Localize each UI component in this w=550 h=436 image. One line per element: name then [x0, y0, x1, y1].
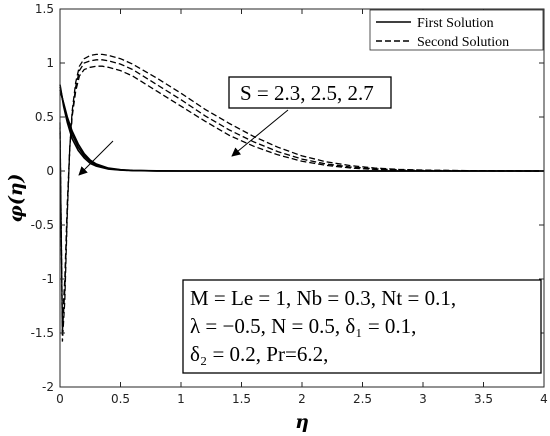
x-tick-label: 1.5	[232, 392, 251, 406]
annotation-arrow-dashed	[231, 109, 289, 157]
series-layer	[59, 53, 545, 342]
x-tick-label: 1	[177, 392, 185, 406]
y-tick-label: 0	[46, 164, 54, 178]
plot-frame	[59, 8, 545, 388]
y-tick-label: -1	[42, 272, 54, 286]
annotation-params-line-2: λ = −0.5, N = 0.5, δ₁ = 0.1,	[190, 314, 416, 338]
annotation-params-line-3: δ₂ = 0.2, Pr=6.2,	[190, 342, 328, 366]
y-tick-label: 1.5	[35, 2, 54, 16]
x-tick-label: 0.5	[111, 392, 130, 406]
legend-label-second: Second Solution	[417, 35, 509, 50]
y-tick-label: 1	[46, 56, 54, 70]
x-tick-label: 2	[298, 392, 306, 406]
annotation-params-line-1: M = Le = 1, Nb = 0.3, Nt = 0.1,	[190, 286, 456, 310]
y-axis-label: φ(η)	[5, 174, 27, 223]
x-tick-label: 3	[419, 392, 427, 406]
legend-label-first: First Solution	[417, 16, 494, 31]
legend: First Solution Second Solution	[369, 9, 544, 51]
x-tick-label: 3.5	[474, 392, 493, 406]
annotation-params-box	[182, 279, 542, 374]
legend-box	[369, 9, 544, 51]
annotation-s-text: S = 2.3, 2.5, 2.7	[240, 81, 374, 105]
tick-layer: 0 0.5 1 1.5 2 2.5 3 3.5 4 -2 -1.5 -1 -0.5 0 0.5 1 1.5	[31, 2, 548, 406]
annotation-params: M = Le = 1, Nb = 0.3, Nt = 0.1, λ = −0.5…	[182, 279, 542, 374]
x-tick-label: 2.5	[353, 392, 372, 406]
y-tick-label: 0.5	[35, 110, 54, 124]
series-line-6-dashed	[59, 65, 545, 323]
y-tick-label: -0.5	[31, 218, 54, 232]
series-line-5-dashed	[59, 59, 545, 334]
y-tick-label: -1.5	[31, 326, 54, 340]
annotation-s: S = 2.3, 2.5, 2.7	[228, 76, 392, 109]
x-tick-label: 4	[540, 392, 548, 406]
annotation-s-box	[228, 76, 392, 109]
series-line-3-solid	[59, 89, 544, 172]
x-tick-label: 0	[56, 392, 64, 406]
annotation-arrow-solid	[78, 140, 114, 176]
x-axis-label: η	[295, 411, 309, 433]
y-tick-label: -2	[42, 380, 54, 394]
